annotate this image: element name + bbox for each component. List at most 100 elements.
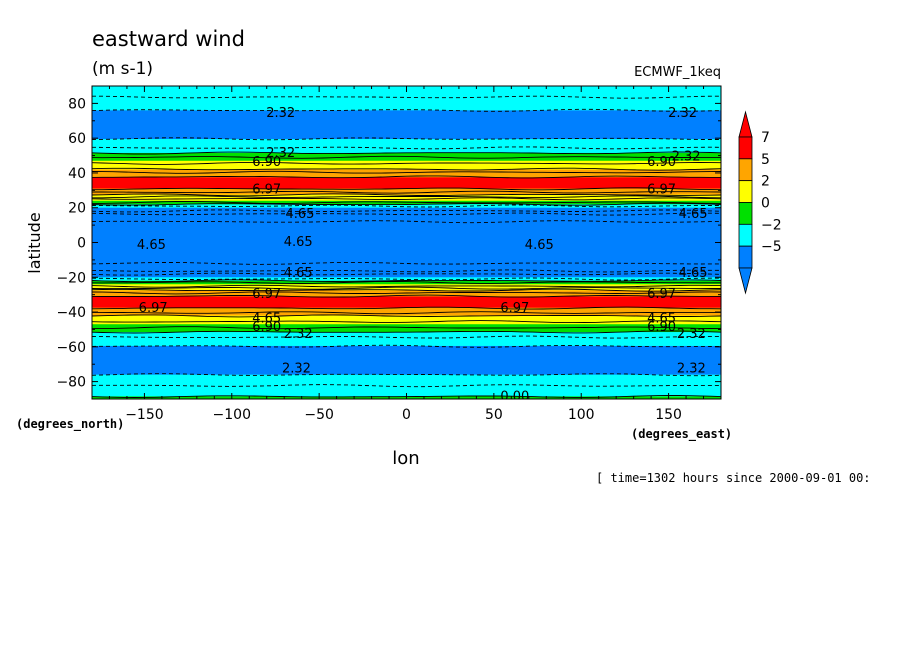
wind-band bbox=[92, 370, 721, 372]
wind-band bbox=[92, 293, 721, 296]
x-tick-label: −50 bbox=[304, 407, 334, 423]
wind-band bbox=[92, 196, 721, 198]
wind-band bbox=[92, 183, 721, 185]
wind-band bbox=[92, 159, 721, 162]
y-tick-label: −40 bbox=[56, 305, 86, 321]
wind-band bbox=[92, 267, 721, 270]
wind-band bbox=[92, 377, 721, 379]
wind-band bbox=[92, 167, 721, 170]
wind-band bbox=[92, 270, 721, 272]
wind-band bbox=[92, 368, 721, 371]
contour-line bbox=[92, 175, 721, 179]
contour-label: 4.65 bbox=[284, 266, 313, 281]
wind-band bbox=[92, 165, 721, 168]
wind-band bbox=[92, 309, 721, 311]
wind-band bbox=[92, 148, 721, 151]
wind-band bbox=[92, 259, 721, 261]
wind-band bbox=[92, 305, 721, 307]
wind-band bbox=[92, 385, 721, 387]
wind-band bbox=[92, 160, 721, 163]
wind-band bbox=[92, 207, 721, 210]
colorbar-extend-max bbox=[738, 110, 753, 138]
wind-band bbox=[92, 392, 721, 394]
wind-band bbox=[92, 93, 721, 96]
contour-line bbox=[92, 314, 721, 318]
wind-band bbox=[92, 266, 721, 269]
wind-band bbox=[92, 210, 721, 212]
wind-band bbox=[92, 136, 721, 138]
wind-band bbox=[92, 384, 721, 386]
contour-line bbox=[92, 311, 721, 315]
wind-band bbox=[92, 129, 721, 131]
wind-band bbox=[92, 110, 721, 112]
contour-line bbox=[92, 151, 721, 155]
wind-band bbox=[92, 229, 721, 231]
x-tick-label: 100 bbox=[568, 407, 595, 423]
wind-band bbox=[92, 346, 721, 349]
wind-band bbox=[92, 181, 721, 184]
wind-band bbox=[92, 335, 721, 337]
wind-band bbox=[92, 390, 721, 392]
wind-band bbox=[92, 378, 721, 380]
wind-band bbox=[92, 278, 721, 280]
wind-band bbox=[92, 231, 721, 233]
wind-band bbox=[92, 163, 721, 165]
wind-band bbox=[92, 279, 721, 281]
wind-band bbox=[92, 197, 721, 199]
wind-band bbox=[92, 310, 721, 312]
wind-band bbox=[92, 204, 721, 206]
wind-band bbox=[92, 299, 721, 301]
wind-band bbox=[92, 249, 721, 251]
contour-line bbox=[92, 201, 721, 204]
wind-band bbox=[92, 239, 721, 241]
wind-band bbox=[92, 284, 721, 286]
contour-label: 4.65 bbox=[679, 266, 708, 281]
contour-line bbox=[92, 320, 721, 324]
wind-band bbox=[92, 143, 721, 145]
wind-band bbox=[92, 149, 721, 151]
wind-band bbox=[92, 276, 721, 278]
wind-band bbox=[92, 128, 721, 131]
wind-band bbox=[92, 323, 721, 325]
contour-line bbox=[92, 161, 721, 165]
wind-band bbox=[92, 359, 721, 362]
wind-band bbox=[92, 242, 721, 244]
wind-band bbox=[92, 208, 721, 211]
contour-line bbox=[92, 330, 721, 334]
wind-band bbox=[92, 135, 721, 138]
wind-band bbox=[92, 358, 721, 360]
wind-band bbox=[92, 159, 721, 161]
wind-band bbox=[92, 170, 721, 172]
y-tick-label: 60 bbox=[68, 131, 86, 147]
colorbar-tick-label: 0 bbox=[761, 196, 770, 212]
contour-label: 4.65 bbox=[679, 207, 708, 222]
contour-label: 6.90 bbox=[252, 155, 281, 170]
wind-band bbox=[92, 98, 721, 100]
y-tick-label: 40 bbox=[68, 166, 86, 182]
wind-band bbox=[92, 105, 721, 107]
y-tick-label: 0 bbox=[77, 236, 86, 252]
wind-band bbox=[92, 126, 721, 129]
contour-label: 6.90 bbox=[647, 320, 676, 335]
time-label: [ time=1302 hours since 2000-09-01 00: bbox=[596, 471, 871, 485]
wind-band bbox=[92, 329, 721, 331]
colorbar-tick-label: −2 bbox=[761, 217, 782, 233]
contour-label: 6.90 bbox=[252, 320, 281, 335]
contour-label: 6.97 bbox=[647, 183, 676, 198]
y-axis: −80 −60 −40 −20 0 20 40 60 80 bbox=[56, 96, 721, 391]
wind-band bbox=[92, 281, 721, 284]
wind-band bbox=[92, 122, 721, 124]
wind-band bbox=[92, 132, 721, 134]
wind-band bbox=[92, 106, 721, 109]
wind-band bbox=[92, 214, 721, 217]
wind-band bbox=[92, 225, 721, 227]
wind-band bbox=[92, 375, 721, 377]
contour-label: 0.00 bbox=[500, 390, 529, 405]
wind-band bbox=[92, 324, 721, 326]
wind-band bbox=[92, 103, 721, 105]
wind-band bbox=[92, 230, 721, 232]
wind-band bbox=[92, 190, 721, 192]
wind-band bbox=[92, 305, 721, 308]
wind-band bbox=[92, 334, 721, 337]
wind-band bbox=[92, 317, 721, 319]
